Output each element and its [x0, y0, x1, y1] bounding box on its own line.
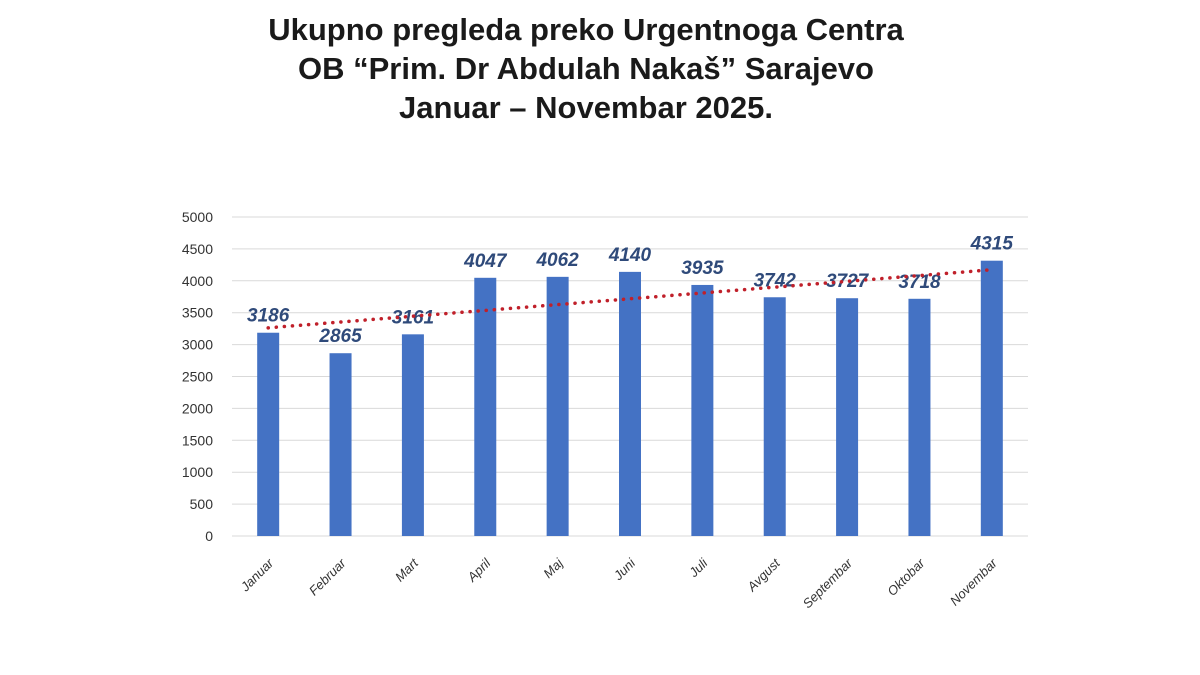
- bar-mart: [401, 334, 424, 536]
- y-tick-label: 2500: [182, 369, 213, 385]
- y-tick-label: 5000: [182, 209, 213, 225]
- chart-title-line-3: Januar – Novembar 2025.: [399, 90, 773, 125]
- y-tick-label: 1500: [182, 432, 213, 448]
- data-label: 4062: [535, 250, 579, 271]
- y-tick-label: 500: [190, 496, 214, 512]
- data-label: 4315: [970, 234, 1014, 255]
- x-tick-label: April: [464, 555, 494, 585]
- y-tick-label: 4500: [182, 241, 213, 257]
- data-label: 3718: [898, 272, 941, 293]
- x-tick-label: Oktobar: [884, 555, 928, 599]
- x-tick-label: Maj: [540, 555, 566, 581]
- x-tick-label: Juli: [685, 555, 711, 581]
- data-label: 3727: [826, 271, 870, 292]
- y-tick-label: 3500: [182, 305, 213, 321]
- bar-maj: [546, 276, 569, 536]
- chart-title: Ukupno pregleda preko Urgentnoga Centra …: [0, 10, 1172, 127]
- x-tick-label: Mart: [392, 555, 422, 585]
- x-tick-label: Februar: [306, 555, 349, 598]
- y-tick-label: 3000: [182, 337, 213, 353]
- bar-januar: [257, 332, 280, 536]
- data-label: 3186: [247, 306, 290, 327]
- data-label: 3161: [392, 307, 434, 328]
- trendline: [266, 267, 994, 330]
- bar-septembar: [836, 298, 859, 536]
- data-label: 4140: [608, 245, 652, 266]
- x-tick-label: Avgust: [744, 555, 784, 595]
- data-label: 3935: [681, 258, 724, 279]
- bar-februar: [329, 353, 352, 536]
- x-tick-label: Januar: [237, 555, 277, 595]
- x-tick-label: Juni: [610, 555, 639, 584]
- x-tick-label: Novembar: [947, 555, 1000, 608]
- chart-title-line-2: OB “Prim. Dr Abdulah Nakaš” Sarajevo: [298, 51, 874, 86]
- y-tick-label: 0: [205, 528, 213, 544]
- bar-novembar: [980, 260, 1003, 536]
- bar-juli: [691, 284, 714, 536]
- x-tick-label: Septembar: [800, 555, 856, 611]
- chart-title-line-1: Ukupno pregleda preko Urgentnoga Centra: [268, 12, 904, 47]
- data-label: 4047: [463, 251, 508, 272]
- bar-april: [474, 277, 497, 536]
- bar-oktobar: [908, 298, 931, 536]
- y-tick-label: 4000: [182, 273, 213, 289]
- y-tick-label: 1000: [182, 464, 213, 480]
- data-label: 2865: [318, 326, 362, 347]
- y-tick-label: 2000: [182, 400, 213, 416]
- bar-juni: [619, 271, 641, 536]
- bar-avgust: [763, 297, 786, 536]
